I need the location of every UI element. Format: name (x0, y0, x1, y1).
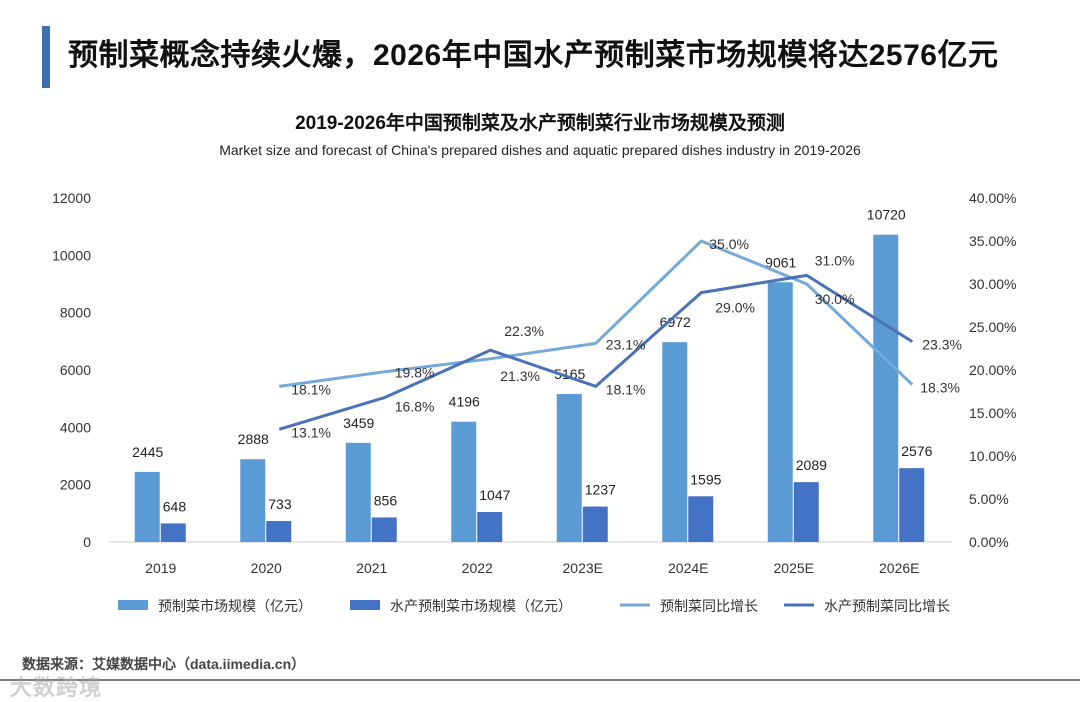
page-headline: 预制菜概念持续火爆，2026年中国水产预制菜市场规模将达2576亿元 (68, 39, 999, 72)
y2-axis-tick-label: 20.00% (969, 362, 1016, 378)
x-axis-tick-label: 2021 (356, 560, 387, 576)
x-axis-tick-label: 2019 (145, 560, 176, 576)
bar-aquatic-prepared-dishes (688, 496, 714, 542)
legend-label: 水产预制菜同比增长 (824, 598, 950, 614)
y2-axis-tick-label: 15.00% (969, 405, 1016, 421)
y-axis-tick-label: 4000 (60, 419, 91, 435)
bar-value-label-aquatic: 2089 (796, 457, 827, 473)
y-axis-tick-label: 6000 (60, 362, 91, 378)
x-axis-tick-label: 2025E (774, 560, 814, 576)
bar-prepared-dishes (451, 421, 477, 542)
bar-value-label-prepared: 2888 (238, 431, 269, 447)
line-value-label-aquatic: 29.0% (715, 300, 755, 316)
bar-value-label-prepared: 3459 (343, 415, 374, 431)
bar-prepared-dishes (767, 282, 793, 542)
chart-subtitle: Market size and forecast of China's prep… (219, 142, 861, 158)
bar-prepared-dishes (345, 442, 371, 542)
line-value-label-prepared: 18.3% (920, 380, 960, 396)
y2-axis-tick-label: 40.00% (969, 190, 1016, 206)
bar-value-label-aquatic: 1595 (690, 471, 721, 487)
line-value-label-aquatic: 13.1% (291, 424, 331, 440)
watermark-logo: 大数跨境 (10, 675, 103, 700)
bar-aquatic-prepared-dishes (266, 520, 292, 542)
chart-title: 2019-2026年中国预制菜及水产预制菜行业市场规模及预测 (295, 113, 785, 134)
bar-value-label-aquatic: 1047 (479, 487, 510, 503)
bar-prepared-dishes (240, 459, 266, 542)
y2-axis-tick-label: 0.00% (969, 534, 1009, 550)
legend-label: 水产预制菜市场规模（亿元） (390, 598, 572, 614)
x-axis-tick-label: 2023E (563, 560, 603, 576)
y2-axis-tick-label: 5.00% (969, 491, 1009, 507)
line-value-label-prepared: 35.0% (709, 236, 749, 252)
line-value-label-prepared: 18.1% (291, 381, 331, 397)
line-value-label-aquatic: 31.0% (815, 252, 855, 268)
y-axis-tick-label: 8000 (60, 305, 91, 321)
bar-aquatic-prepared-dishes (582, 506, 608, 542)
y-axis-tick-label: 0 (83, 534, 91, 550)
bar-value-label-prepared: 10720 (867, 207, 906, 223)
bar-prepared-dishes (662, 342, 688, 542)
y2-axis-tick-label: 10.00% (969, 448, 1016, 464)
chart-area: 0 2000 4000 6000 8000 10000 12000 0.00% 5.00% 10.… (52, 190, 1016, 614)
bar-aquatic-prepared-dishes (160, 523, 186, 542)
line-aquatic-growth (278, 273, 914, 431)
bar-aquatic-prepared-dishes (793, 482, 819, 542)
footer-divider (0, 679, 1080, 681)
x-axis-tick-label: 2024E (668, 560, 708, 576)
y2-axis-tick-label: 25.00% (969, 319, 1016, 335)
bar-value-label-aquatic: 1237 (585, 482, 616, 498)
line-value-label-prepared: 23.1% (606, 336, 646, 352)
line-value-label-aquatic: 23.3% (922, 337, 962, 353)
bar-aquatic-prepared-dishes (477, 511, 503, 542)
line-value-label-aquatic: 18.1% (606, 381, 646, 397)
bar-aquatic-prepared-dishes (899, 468, 925, 542)
bar-value-label-prepared: 9061 (765, 254, 796, 270)
source-note: 数据来源：艾媒数据中心（data.iimedia.cn） (22, 656, 306, 672)
y-axis-tick-label: 10000 (52, 247, 91, 263)
legend-swatch (350, 600, 380, 610)
line-value-label-aquatic: 22.3% (504, 323, 544, 339)
bar-value-label-aquatic: 648 (163, 498, 187, 514)
y-axis-tick-label: 12000 (52, 190, 91, 206)
y2-axis-tick-label: 30.00% (969, 276, 1016, 292)
y2-axis-tick-label: 35.00% (969, 233, 1016, 249)
bar-value-label-aquatic: 856 (374, 492, 398, 508)
x-axis-tick-label: 2022 (462, 560, 493, 576)
line-value-label-aquatic: 16.8% (395, 399, 435, 415)
bar-value-label-prepared: 4196 (449, 394, 480, 410)
x-axis-tick-label: 2020 (251, 560, 282, 576)
bar-prepared-dishes (134, 471, 160, 542)
bar-value-label-prepared: 6972 (660, 314, 691, 330)
bar-value-label-aquatic: 733 (268, 496, 292, 512)
bar-value-label-prepared: 2445 (132, 444, 163, 460)
legend-label: 预制菜同比增长 (660, 598, 758, 614)
bar-aquatic-prepared-dishes (371, 517, 397, 542)
line-value-label-prepared: 21.3% (500, 368, 540, 384)
bar-prepared-dishes (556, 393, 582, 542)
line-prepared-dishes-growth (279, 239, 914, 388)
title-accent-bar (42, 26, 50, 88)
legend-swatch (118, 600, 148, 610)
line-value-label-prepared: 19.8% (395, 365, 435, 381)
line-value-label-prepared: 30.0% (815, 291, 855, 307)
x-axis-tick-label: 2026E (879, 560, 919, 576)
y-axis-tick-label: 2000 (60, 477, 91, 493)
legend-label: 预制菜市场规模（亿元） (158, 598, 312, 614)
bar-value-label-prepared: 5165 (554, 366, 585, 382)
bar-prepared-dishes (873, 234, 899, 542)
bar-value-label-aquatic: 2576 (901, 443, 932, 459)
